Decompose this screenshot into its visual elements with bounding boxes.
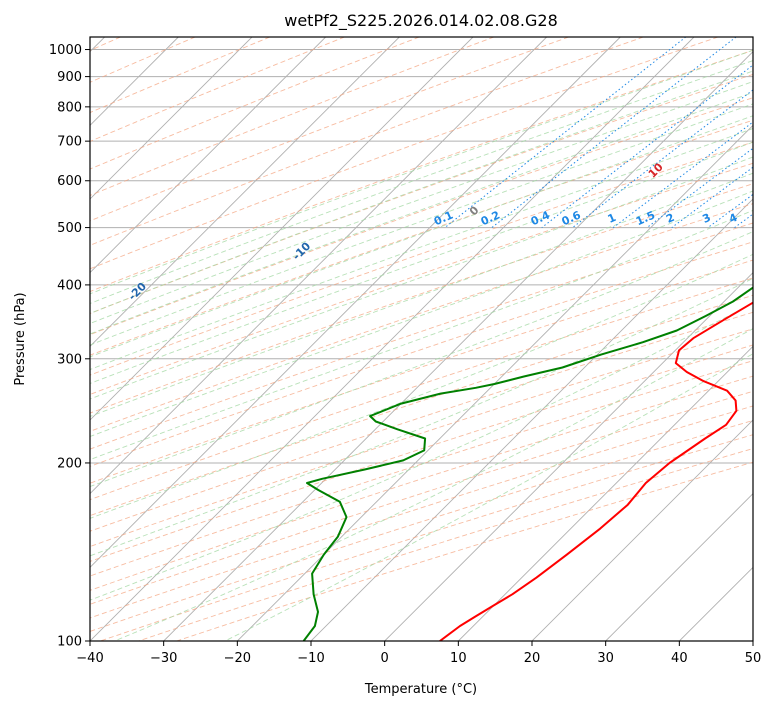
- dry-adiabat: [90, 37, 196, 83]
- y-tick-label: 1000: [49, 43, 82, 58]
- isotherm-line: [90, 37, 253, 200]
- plot-area: [90, 37, 753, 641]
- mixing-ratio-line: [572, 89, 753, 228]
- dry-adiabat: [90, 37, 420, 170]
- mixing-ratio-line: [541, 64, 753, 228]
- isotherm-line: [458, 345, 753, 641]
- moist-adiabat: [90, 156, 753, 400]
- y-tick-label: 900: [57, 70, 82, 85]
- moist-adiabat: [90, 115, 753, 358]
- x-tick-label: 20: [524, 651, 541, 666]
- isotherm-line: [90, 37, 621, 568]
- dry-adiabat: [90, 37, 569, 222]
- y-tick-label: 500: [57, 221, 82, 236]
- y-axis-label: Pressure (hPa): [13, 292, 28, 385]
- x-tick-label: −40: [76, 651, 103, 666]
- x-tick-label: 10: [450, 651, 467, 666]
- dry-adiabat: [90, 141, 753, 376]
- mixing-ratio-line: [671, 166, 753, 228]
- y-tick-label: 200: [57, 456, 82, 471]
- x-tick-label: 50: [745, 651, 762, 666]
- x-tick-label: −30: [150, 651, 177, 666]
- dry-adiabat: [90, 97, 753, 336]
- moist-adiabat: [90, 172, 753, 417]
- moist-adiabat: [90, 81, 753, 324]
- isotherm-line: [605, 493, 753, 641]
- y-tick-label: 600: [57, 174, 82, 189]
- dry-adiabat: [90, 162, 753, 395]
- dewpoint-profile: [302, 286, 753, 641]
- moist-adiabat: [90, 190, 753, 438]
- x-tick-label: −10: [297, 651, 324, 666]
- dry-adiabat: [90, 277, 753, 501]
- isotherm-line: [90, 37, 695, 641]
- moist-adiabat: [90, 103, 753, 346]
- isotherm-line: [237, 124, 753, 641]
- dry-adiabat: [90, 375, 753, 591]
- moist-adiabat: [90, 277, 753, 557]
- dry-adiabat: [90, 49, 753, 293]
- x-tick-label: 40: [671, 651, 688, 666]
- dry-adiabat: [90, 37, 345, 142]
- moist-adiabat: [90, 253, 753, 519]
- isotherm-line: [163, 51, 753, 641]
- moist-adiabat: [90, 70, 753, 314]
- isotherm-line: [531, 419, 753, 641]
- isotherm-line: [90, 37, 326, 274]
- dry-adiabat: [90, 344, 753, 562]
- y-tick-label: 100: [57, 635, 82, 650]
- temperature-profile: [439, 301, 753, 641]
- dry-adiabat: [90, 294, 753, 517]
- isotherm-line: [384, 272, 753, 641]
- y-tick-label: 700: [57, 135, 82, 150]
- isotherm-line: [90, 37, 547, 495]
- x-tick-label: 30: [597, 651, 614, 666]
- y-tick-label: 400: [57, 278, 82, 293]
- dry-adiabat: [90, 222, 753, 450]
- x-axis-label: Temperature (°C): [364, 682, 477, 697]
- chart-title: wetPf2_S225.2026.014.02.08.G28: [284, 11, 558, 31]
- x-tick-label: 0: [381, 651, 389, 666]
- isotherm-line: [310, 198, 753, 641]
- background-lines: [90, 37, 753, 641]
- y-tick-label: 800: [57, 100, 82, 115]
- dry-adiabat: [90, 311, 753, 532]
- profiles: [302, 286, 753, 641]
- x-tick-label: −20: [224, 651, 251, 666]
- moist-adiabat: [90, 209, 753, 461]
- dry-adiabat: [90, 360, 753, 577]
- dry-adiabat: [90, 328, 753, 548]
- plot-frame: [89, 36, 754, 642]
- moist-adiabat: [90, 127, 753, 371]
- y-tick-label: 300: [57, 352, 82, 367]
- moist-adiabat: [90, 141, 753, 385]
- dry-adiabat: [90, 37, 719, 270]
- moist-adiabat: [114, 328, 753, 641]
- dry-adiabat: [90, 241, 753, 467]
- moist-adiabat: [90, 231, 753, 488]
